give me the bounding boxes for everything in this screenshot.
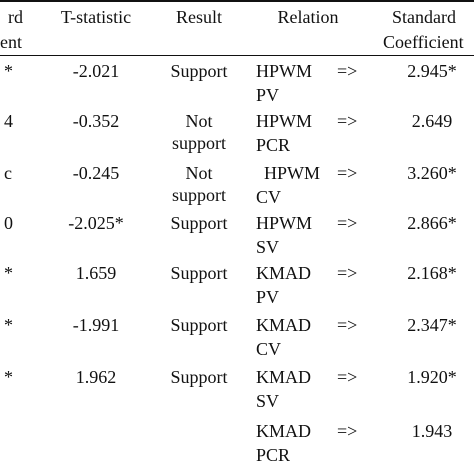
cell: Support xyxy=(170,263,228,283)
header-cell: rd xyxy=(8,7,23,27)
cell: 3.260* xyxy=(407,163,457,183)
cell: * xyxy=(4,315,13,335)
cell: KMAD xyxy=(256,315,312,335)
cell: => xyxy=(337,421,358,441)
cell: CV xyxy=(256,187,282,207)
cell: Not xyxy=(185,111,213,131)
cell: -0.245 xyxy=(72,163,120,183)
cell: 2.945* xyxy=(407,61,457,81)
cell: PV xyxy=(256,85,280,105)
cell: -2.025* xyxy=(68,213,124,233)
cell: => xyxy=(337,367,358,387)
cell: -1.991 xyxy=(72,315,120,335)
cell: 2.866* xyxy=(407,213,457,233)
cell: => xyxy=(337,163,358,183)
cell: => xyxy=(337,61,358,81)
cell: * xyxy=(4,61,13,81)
header-rule xyxy=(0,55,474,56)
cell: 2.649 xyxy=(411,111,453,131)
cell: 2.168* xyxy=(407,263,457,283)
header-cell: Standard xyxy=(392,7,456,27)
header-cell: Result xyxy=(175,7,223,27)
cell: => xyxy=(337,263,358,283)
cell: support xyxy=(172,133,226,153)
header-cell: T-statistic xyxy=(60,7,132,27)
cell: => xyxy=(337,315,358,335)
cell: Support xyxy=(170,61,228,81)
cell: => xyxy=(337,111,358,131)
cell: PV xyxy=(256,287,280,307)
cell: CV xyxy=(256,339,282,359)
cell: HPWM xyxy=(256,61,313,81)
cell: 1.920* xyxy=(407,367,457,387)
cell: -0.352 xyxy=(72,111,120,131)
cell: PCR xyxy=(256,445,291,465)
cell: 2.347* xyxy=(407,315,457,335)
cell: => xyxy=(337,213,358,233)
cell: HPWM xyxy=(256,111,313,131)
cell: KMAD xyxy=(256,263,312,283)
cell: 1.962 xyxy=(75,367,117,387)
cell: support xyxy=(172,185,226,205)
cell: SV xyxy=(256,391,280,411)
cell: Support xyxy=(170,315,228,335)
cell: * xyxy=(4,263,13,283)
cell: HPWM xyxy=(256,213,313,233)
cell: 1.943 xyxy=(411,421,453,441)
cell: -2.021 xyxy=(72,61,120,81)
cell: PCR xyxy=(256,135,291,155)
header-cell: Relation xyxy=(277,7,339,27)
header-cell: Coefficient xyxy=(383,32,464,52)
cell: 4 xyxy=(4,111,13,131)
cell: 0 xyxy=(4,213,13,233)
cell: 1.659 xyxy=(75,263,117,283)
cell: Support xyxy=(170,213,228,233)
cell: HPWM xyxy=(264,163,321,183)
cell: Support xyxy=(170,367,228,387)
cell: c xyxy=(4,163,12,183)
cell: Not xyxy=(185,163,213,183)
cell: KMAD xyxy=(256,367,312,387)
cell: KMAD xyxy=(256,421,312,441)
top-rule xyxy=(0,0,474,2)
cell: SV xyxy=(256,237,280,257)
header-cell: ent xyxy=(0,32,22,52)
cell: * xyxy=(4,367,13,387)
